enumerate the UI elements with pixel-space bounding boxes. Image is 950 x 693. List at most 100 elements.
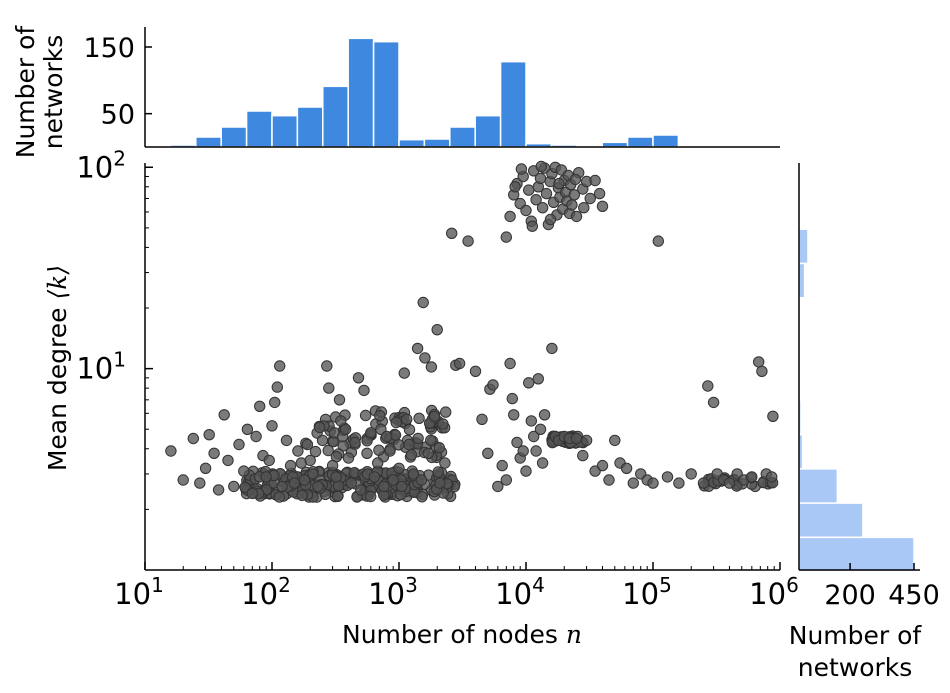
scatter-point (462, 235, 474, 247)
scatter-point (520, 465, 532, 477)
scatter-point (707, 396, 720, 409)
scatter-point (246, 487, 259, 500)
scatter-x-tick-label: 102 (241, 573, 291, 611)
right-histogram: 200 450 Number of networks (789, 163, 940, 682)
scatter-point (284, 459, 297, 472)
scatter-point (292, 445, 304, 457)
scatter-point (387, 474, 399, 486)
scatter-cloud-point (413, 412, 425, 424)
scatter-point (492, 480, 504, 493)
scatter-point (417, 296, 429, 309)
scatter-point (321, 360, 333, 372)
scatter-point (203, 429, 215, 441)
scatter-point (520, 204, 532, 217)
scatter-x-tick-label: 101 (114, 573, 164, 611)
scatter-point (241, 423, 254, 435)
scatter-point (511, 436, 523, 449)
scatter-point (342, 452, 355, 464)
scatter-point (330, 471, 342, 483)
scatter-point (523, 184, 535, 196)
scatter-point (425, 361, 438, 373)
right-histogram-x-ticks: 200 450 (824, 563, 940, 611)
scatter-cloud-point (374, 410, 386, 422)
scatter-point (523, 377, 535, 389)
scatter-cloud-point (314, 421, 326, 434)
right-histogram-x-tick-label: 200 (824, 580, 876, 611)
scatter-point (165, 445, 177, 457)
scatter-cloud-point (239, 481, 251, 493)
scatter-point (254, 400, 266, 412)
scatter-point (428, 410, 441, 422)
scatter-cloud-point (437, 418, 449, 430)
scatter-point (333, 394, 346, 406)
right-histogram-bar (798, 502, 864, 539)
scatter-point (526, 220, 538, 232)
scatter-cloud-point (273, 491, 286, 503)
scatter-point (396, 480, 408, 493)
top-histogram-bar (195, 136, 222, 148)
scatter-point (652, 235, 664, 247)
scatter-point (546, 342, 558, 355)
scatter-point (208, 447, 220, 459)
scatter-point (515, 163, 528, 175)
scatter-point (580, 434, 593, 447)
scatter-ylabel: Mean degree ⟨k⟩ (43, 265, 72, 471)
scatter-point (566, 199, 578, 211)
scatter-point (352, 372, 365, 384)
scatter-point (365, 427, 377, 439)
top-histogram-bar (626, 136, 654, 148)
scatter-point (199, 462, 212, 474)
scatter-point (702, 380, 714, 392)
scatter-point (368, 471, 381, 483)
scatter-cloud-point (359, 409, 372, 422)
scatter-point (593, 187, 606, 200)
scatter-point (553, 177, 565, 190)
top-histogram-bar (499, 60, 527, 148)
scatter-point (407, 468, 420, 480)
scatter-ylabel-text: Mean degree (43, 307, 72, 471)
scatter-point (384, 445, 396, 457)
scatter-point (355, 484, 367, 496)
scatter-point (345, 477, 357, 489)
scatter-cloud-point (403, 424, 416, 436)
scatter-point (326, 459, 339, 472)
scatter-point (434, 477, 446, 489)
top-histogram-bar (652, 134, 680, 148)
scatter-point (756, 365, 768, 377)
scatter-cloud-point (296, 489, 308, 502)
scatter-point (506, 392, 518, 405)
scatter-point (446, 227, 458, 240)
top-histogram-bar (271, 114, 299, 148)
scatter-point (194, 477, 206, 489)
top-histogram-ylabel-line2: networks (39, 35, 68, 150)
scatter-point (609, 434, 621, 447)
scatter-y-tick-label: 101 (76, 348, 126, 386)
scatter-point (323, 382, 335, 394)
scatter-y-tick-label: 102 (76, 146, 126, 184)
scatter-point (723, 477, 736, 489)
top-histogram-bar (474, 114, 502, 148)
scatter-x-tick-label: 106 (749, 573, 799, 611)
scatter-cloud-point (322, 444, 334, 457)
top-histogram: 50 150 Number of networks (11, 25, 780, 158)
scatter-point (260, 471, 272, 483)
scatter-point (570, 210, 583, 223)
scatter-point (271, 381, 283, 393)
scatter-point (316, 434, 329, 447)
scatter-point (538, 409, 551, 421)
scatter-point (584, 192, 596, 205)
scatter-point (422, 447, 434, 459)
scatter-cloud-point (373, 444, 385, 456)
scatter-point (378, 480, 390, 493)
scatter-cloud-point (405, 449, 418, 461)
scatter-point (266, 420, 278, 432)
scatter-point (263, 454, 275, 467)
scatter-cloud-point (425, 434, 437, 446)
scatter-point (476, 413, 488, 425)
scatter-cloud-point (432, 466, 444, 478)
scatter-point (390, 416, 402, 429)
scatter-point (403, 438, 415, 451)
scatter-xlabel-text: Number of nodes (342, 620, 558, 649)
scatter-point (534, 423, 547, 435)
